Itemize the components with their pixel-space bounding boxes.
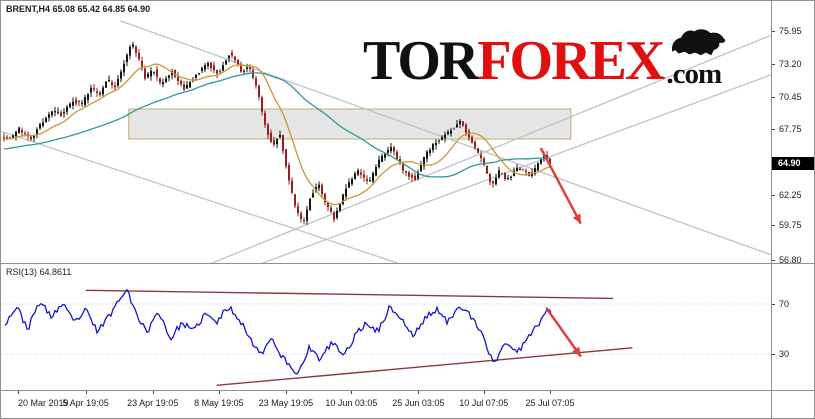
logo-text-forex: FOREX xyxy=(477,30,665,92)
price-tick-label: 56.80 xyxy=(779,255,802,266)
price-tick xyxy=(771,30,775,32)
panel-separator[interactable] xyxy=(1,263,814,264)
rsi-canvas[interactable] xyxy=(1,264,771,390)
price-axis-separator xyxy=(771,1,772,418)
symbol-ohlc-label: BRENT,H4 65.08 65.42 64.85 64.90 xyxy=(6,4,151,14)
logo-text-com: .com xyxy=(666,58,722,90)
time-tick xyxy=(550,391,551,394)
logo-text-tor: TOR xyxy=(363,30,479,92)
price-tick xyxy=(771,128,775,130)
price-tick-label: 73.20 xyxy=(779,58,802,69)
time-tick xyxy=(418,391,420,394)
time-tick-label: 25 Jul 07:05 xyxy=(525,398,575,408)
price-tick xyxy=(771,224,775,226)
current-price-badge: 64.90 xyxy=(771,157,814,171)
price-tick xyxy=(771,96,775,98)
price-tick xyxy=(771,260,775,262)
time-tick-label: 10 Jun 03:05 xyxy=(325,398,378,408)
rsi-level-label: 70 xyxy=(779,298,790,309)
time-tick-label: 23 May 19:05 xyxy=(258,398,314,408)
time-axis[interactable]: 20 Mar 2019 5 Apr 19:05 23 Apr 19:05 8 May … xyxy=(1,391,771,418)
time-tick-label: 10 Jul 07:05 xyxy=(459,398,509,408)
time-tick xyxy=(85,391,87,394)
time-tick-label: 5 Apr 19:05 xyxy=(62,398,109,408)
time-tick-label: 8 May 19:05 xyxy=(194,398,244,408)
time-tick xyxy=(152,391,154,394)
rsi-indicator-label: RSI(13) 64.8611 xyxy=(6,267,72,277)
time-tick-label: 23 Apr 19:05 xyxy=(127,398,179,408)
rsi-tick xyxy=(771,303,775,305)
bull-bear-icon xyxy=(672,29,726,56)
axis-separator xyxy=(1,390,814,391)
price-tick-label: 67.75 xyxy=(779,123,802,134)
rsi-tick xyxy=(771,353,775,355)
price-axis[interactable]: 64.90 75.95 73.20 70.45 67.75 62.25 59.75 56.8… xyxy=(771,1,814,418)
torforex-logo: TOR FOREX .com xyxy=(363,27,730,89)
price-tick xyxy=(771,63,775,65)
price-tick-label: 59.75 xyxy=(779,219,802,230)
time-tick xyxy=(17,391,19,394)
price-tick-label: 70.45 xyxy=(779,91,802,102)
time-tick-label: 20 Mar 2019 xyxy=(17,398,69,408)
time-tick-label: 25 Jun 03:05 xyxy=(392,398,445,408)
price-tick-label: 75.95 xyxy=(779,25,802,36)
time-tick xyxy=(218,391,220,394)
rsi-level-label: 30 xyxy=(779,348,790,359)
time-tick xyxy=(351,391,353,394)
price-tick xyxy=(771,194,775,196)
time-tick xyxy=(483,391,485,394)
time-tick xyxy=(285,391,287,394)
price-chart-canvas[interactable] xyxy=(1,1,771,263)
price-tick-label: 62.25 xyxy=(779,189,802,200)
